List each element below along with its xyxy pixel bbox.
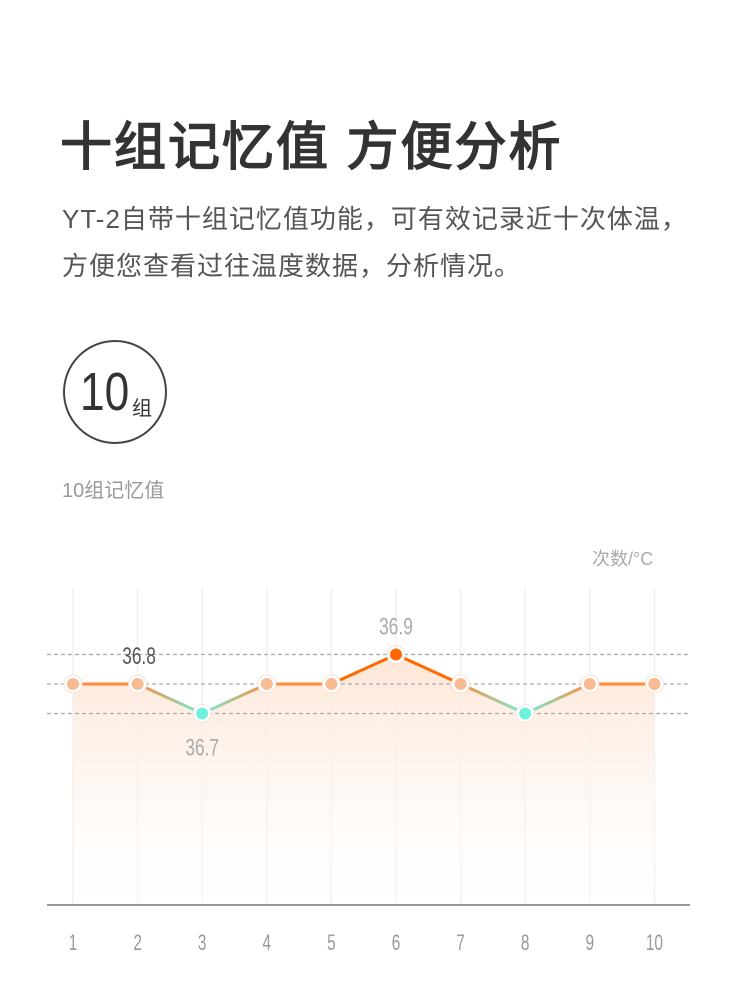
description: YT-2自带十组记忆值功能，可有效记录近十次体温，方便您查看过往温度数据，分析情…	[62, 204, 688, 281]
data-point	[390, 648, 402, 661]
x-tick-label: 7	[456, 931, 465, 955]
page-title: 十组记忆值 方便分析	[60, 119, 563, 177]
x-tick-label: 5	[327, 931, 336, 955]
data-point	[583, 678, 596, 690]
badge-number: 10	[80, 362, 130, 422]
area-fill	[73, 654, 655, 905]
x-tick-label: 9	[586, 931, 595, 955]
count-badge: 10 组	[63, 340, 167, 444]
data-point	[454, 678, 467, 690]
x-tick-label: 2	[133, 931, 142, 955]
data-label: 36.9	[379, 614, 413, 640]
data-point	[260, 678, 273, 690]
data-point	[196, 707, 209, 720]
series-segment	[329, 653, 398, 686]
series-segment	[523, 682, 592, 715]
data-point	[67, 678, 79, 690]
chart-unit-label: 次数/°C	[592, 549, 654, 569]
data-point	[519, 707, 532, 720]
x-tick-label: 8	[521, 931, 530, 955]
data-point	[325, 678, 338, 690]
series-segment	[200, 682, 269, 715]
x-tick-label: 1	[69, 931, 78, 955]
data-label: 36.8	[122, 643, 156, 669]
x-tick-label: 10	[646, 931, 663, 955]
badge-unit: 组	[132, 398, 152, 420]
data-point	[131, 678, 144, 690]
x-tick-label: 6	[392, 931, 401, 955]
x-tick-label: 4	[263, 931, 272, 955]
data-label: 36.7	[185, 735, 219, 761]
badge-caption: 10组记忆值	[62, 480, 165, 502]
series-segment	[136, 682, 204, 715]
data-point	[648, 678, 661, 690]
x-tick-label: 3	[198, 931, 207, 955]
series-segment	[459, 682, 527, 715]
series-segment	[394, 653, 463, 686]
